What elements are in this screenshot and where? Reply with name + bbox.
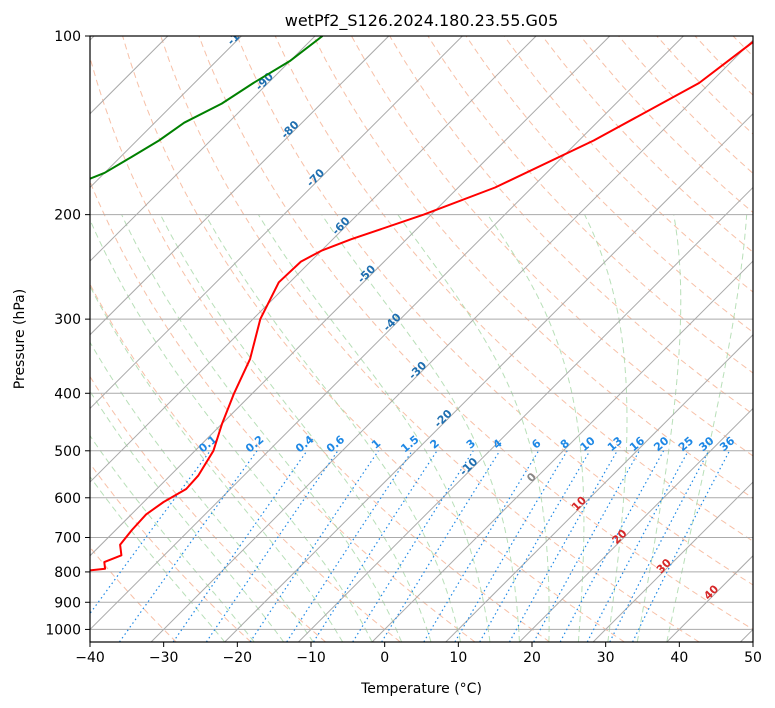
dry-adiabat	[90, 55, 550, 642]
y-tick-label: 100	[54, 29, 81, 45]
y-tick-label: 900	[54, 595, 81, 611]
dry-adiabat	[312, 36, 753, 499]
moist-adiabat	[90, 390, 285, 642]
mixing-ratio-line	[172, 450, 308, 642]
isotherm-line	[298, 186, 753, 642]
isotherm-line	[519, 407, 753, 642]
moist-adiabat	[90, 285, 344, 642]
isotherm-line	[90, 36, 684, 631]
plot-area: 0.10.20.40.611.52346810131620253036-100-…	[90, 19, 753, 642]
mixing-ratio-line	[423, 450, 540, 642]
x-tick-label: −20	[223, 650, 253, 666]
x-tick-label: −30	[149, 650, 179, 666]
isotherm-line	[224, 113, 753, 642]
dry-adiabat	[236, 36, 753, 586]
mixing-ratio-line	[286, 450, 413, 642]
y-tick-label: 400	[54, 386, 81, 402]
isotherm-line	[90, 36, 316, 262]
mixing-ratio-line	[381, 450, 501, 642]
mixing-ratio-line	[205, 450, 339, 642]
y-tick-label: 200	[54, 208, 81, 224]
moist-adiabat	[159, 214, 432, 642]
moist-adiabat	[666, 214, 748, 642]
isotherm-line	[371, 260, 753, 642]
moist-adiabat	[90, 218, 373, 642]
chart-title: wetPf2_S126.2024.180.23.55.G05	[285, 11, 559, 31]
y-axis-label: Pressure (hPa)	[12, 289, 28, 389]
x-tick-label: −10	[296, 650, 326, 666]
moist-adiabat	[90, 475, 226, 642]
moist-adiabat	[487, 214, 585, 642]
isotherm-line	[90, 36, 390, 336]
x-tick-label: −40	[75, 650, 105, 666]
y-tick-label: 700	[54, 531, 81, 547]
isotherm-line	[150, 39, 753, 642]
isotherm-line	[445, 334, 753, 642]
moist-adiabat	[204, 214, 461, 642]
mixing-ratio-line	[312, 450, 438, 642]
isotherm-line	[90, 36, 537, 483]
moist-adiabat	[584, 214, 628, 642]
x-axis-label: Temperature (°C)	[360, 681, 482, 697]
dry-adiabat	[122, 36, 625, 642]
dry-adiabat	[198, 36, 753, 630]
moist-adiabat	[90, 341, 314, 642]
moist-adiabat	[90, 434, 255, 642]
mixing-ratio-line	[586, 450, 689, 642]
dry-adiabat	[90, 462, 252, 642]
temperature-profile	[90, 40, 753, 572]
mixing-ratio-line	[249, 450, 379, 642]
x-tick-label: 10	[449, 650, 467, 666]
axis-ticks: −40 −30 −20 −10 0 10 20 30 40 50 100 200 300 400 500 60…	[45, 29, 762, 666]
y-tick-label: 800	[54, 565, 81, 581]
moist-adiabat	[321, 214, 520, 642]
dry-adiabat	[160, 36, 700, 642]
x-tick-label: 20	[523, 650, 541, 666]
y-tick-label: 600	[54, 491, 81, 507]
moist-adiabat	[397, 214, 550, 642]
isotherm-line	[592, 481, 753, 642]
plot-frame	[89, 35, 754, 643]
isotherm-line	[90, 36, 242, 189]
mixing-ratio-line	[454, 450, 568, 642]
isotherm-line	[90, 36, 611, 557]
moist-adiabat	[636, 214, 682, 642]
dry-adiabat	[274, 36, 753, 542]
dry-adiabat	[503, 36, 753, 293]
y-tick-label: 1000	[45, 622, 81, 638]
dewpoint-profile	[90, 36, 324, 180]
moist-adiabat	[257, 214, 491, 642]
x-tick-label: 50	[744, 650, 762, 666]
mixing-ratio-line	[352, 450, 474, 642]
moist-adiabat	[121, 214, 403, 642]
x-tick-label: 40	[670, 650, 688, 666]
x-tick-label: 30	[597, 650, 615, 666]
y-tick-label: 500	[54, 444, 81, 460]
isotherm-line	[90, 36, 463, 410]
isotherm-label: -100	[225, 19, 254, 48]
mixing-ratio-line	[559, 450, 665, 642]
y-tick-label: 300	[54, 312, 81, 328]
x-tick-label: 0	[380, 650, 389, 666]
